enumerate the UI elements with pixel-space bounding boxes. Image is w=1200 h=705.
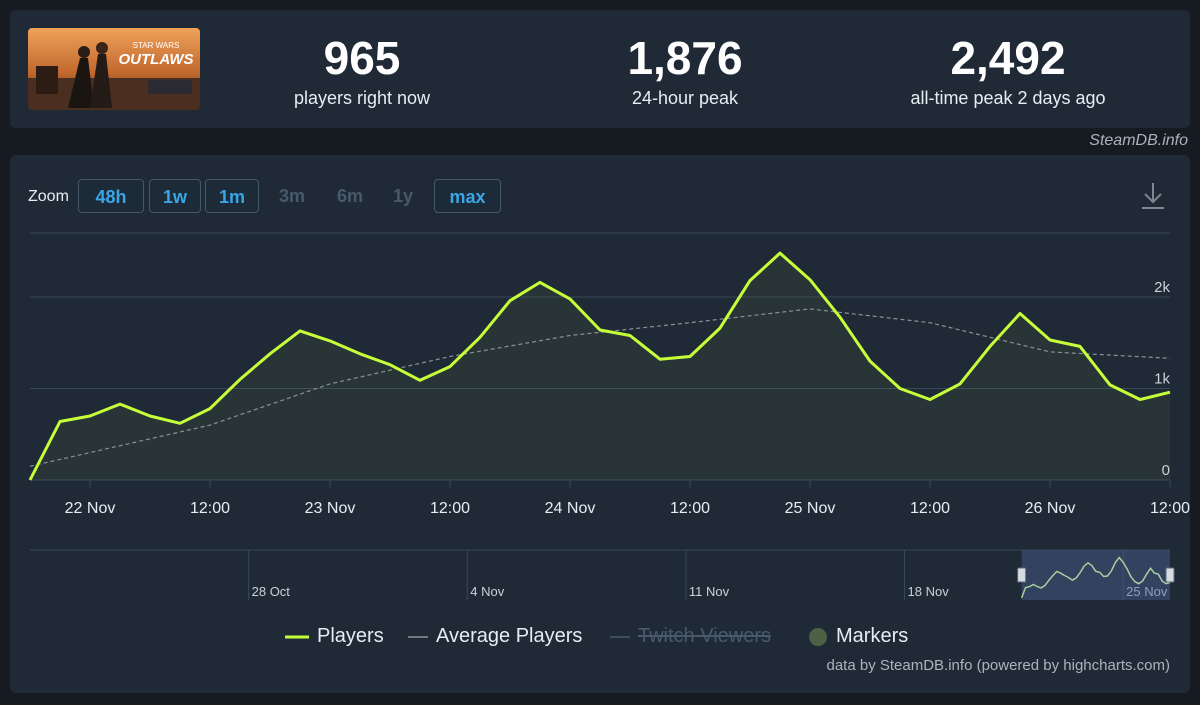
- navigator-left-handle[interactable]: [1017, 567, 1027, 583]
- x-tick-label: 12:00: [910, 500, 950, 517]
- zoom-3m-button[interactable]: 3m: [278, 186, 305, 206]
- legend-average-players[interactable]: Average Players: [408, 625, 582, 648]
- average-players-line: [29, 308, 1171, 467]
- zoom-1w-button[interactable]: 1w: [149, 179, 201, 213]
- markers-dot-swatch: [809, 627, 827, 646]
- download-icon[interactable]: [1140, 181, 1166, 211]
- x-tick-label: 24 Nov: [545, 500, 596, 517]
- zoom-max-button[interactable]: max: [434, 179, 501, 213]
- legend-label: Average Players: [436, 625, 583, 647]
- game-art-image: STAR WARS OUTLAWS: [28, 28, 200, 110]
- y-tick-label: 2k: [1154, 279, 1170, 296]
- average-line-swatch: [408, 635, 428, 638]
- navigator-tick-label: 4 Nov: [470, 584, 504, 599]
- x-tick-label: 12:00: [430, 500, 470, 517]
- legend-players[interactable]: Players: [285, 625, 384, 648]
- x-tick-label: 12:00: [670, 500, 710, 517]
- legend-markers[interactable]: Markers: [808, 625, 908, 648]
- chart-panel: Zoom 48h 1w 1m 3m 6m 1y max 0 1k 2k 22 Nov…: [10, 155, 1190, 693]
- navigator-series-line: [1020, 556, 1171, 599]
- navigator-tick-label: 11 Nov: [689, 584, 730, 599]
- zoom-48h-button[interactable]: 48h: [78, 179, 144, 213]
- navigator-selection[interactable]: [1021, 550, 1170, 600]
- stat-label: all-time peak 2 days ago: [910, 88, 1106, 108]
- steamdb-credit-bottom[interactable]: data by SteamDB.info (powered by highcha…: [826, 657, 1171, 674]
- stat-24h-peak: 1,876 24-hour peak: [535, 32, 835, 109]
- y-tick-label: 1k: [1154, 371, 1170, 388]
- x-tick-label: 25 Nov: [785, 500, 836, 517]
- x-tick-label: 22 Nov: [65, 500, 116, 517]
- legend-label: Twitch Viewers: [638, 625, 772, 647]
- stat-label: players right now: [293, 88, 431, 108]
- legend-label: Markers: [836, 625, 909, 647]
- x-tick-label: 26 Nov: [1025, 500, 1076, 517]
- y-axis-ticks: 0 1k 2k: [1154, 279, 1170, 479]
- zoom-6m-button[interactable]: 6m: [336, 186, 363, 206]
- x-tick-label: 12:00: [190, 500, 230, 517]
- players-area: [30, 253, 1170, 480]
- logo-line1: STAR WARS: [133, 41, 180, 50]
- zoom-label: Zoom: [28, 188, 69, 205]
- stat-value: 1,876: [627, 32, 743, 84]
- legend-label: Players: [317, 625, 384, 647]
- stat-players-now: 965 players right now: [212, 32, 512, 109]
- navigator-tick-label: 28 Oct: [252, 584, 291, 599]
- zoom-1m-button[interactable]: 1m: [205, 179, 259, 213]
- navigator[interactable]: 28 Oct 4 Nov 11 Nov 18 Nov 25 Nov: [30, 549, 1175, 600]
- navigator-tick-label: 25 Nov: [1126, 584, 1168, 599]
- chart-grid: [30, 232, 1170, 481]
- navigator-tick-label: 18 Nov: [908, 584, 950, 599]
- x-tick-label: 23 Nov: [305, 500, 356, 517]
- players-line[interactable]: [28, 251, 1171, 481]
- twitch-line-swatch: [610, 635, 630, 638]
- zoom-1y-button[interactable]: 1y: [392, 186, 414, 206]
- stat-all-time-peak: 2,492 all-time peak 2 days ago: [858, 32, 1158, 109]
- players-line-swatch: [285, 635, 309, 638]
- y-tick-label: 0: [1162, 462, 1170, 479]
- stat-value: 965: [323, 32, 401, 84]
- x-axis-ticks: 22 Nov 12:00 23 Nov 12:00 24 Nov 12:00 25 Nov 1…: [65, 480, 1190, 517]
- logo-line2: OUTLAWS: [119, 51, 194, 68]
- game-thumbnail[interactable]: STAR WARS OUTLAWS: [28, 28, 200, 110]
- stat-label: 24-hour peak: [631, 88, 739, 108]
- x-tick-label: 12:00: [1150, 500, 1190, 517]
- steamdb-credit-top[interactable]: SteamDB.info: [1089, 132, 1188, 149]
- stats-panel: STAR WARS OUTLAWS 965 players right now …: [10, 10, 1190, 128]
- series-layer: [28, 251, 1171, 481]
- stat-value: 2,492: [950, 32, 1066, 84]
- navigator-right-handle[interactable]: [1165, 567, 1175, 583]
- legend-twitch-viewers[interactable]: Twitch Viewers: [610, 625, 771, 648]
